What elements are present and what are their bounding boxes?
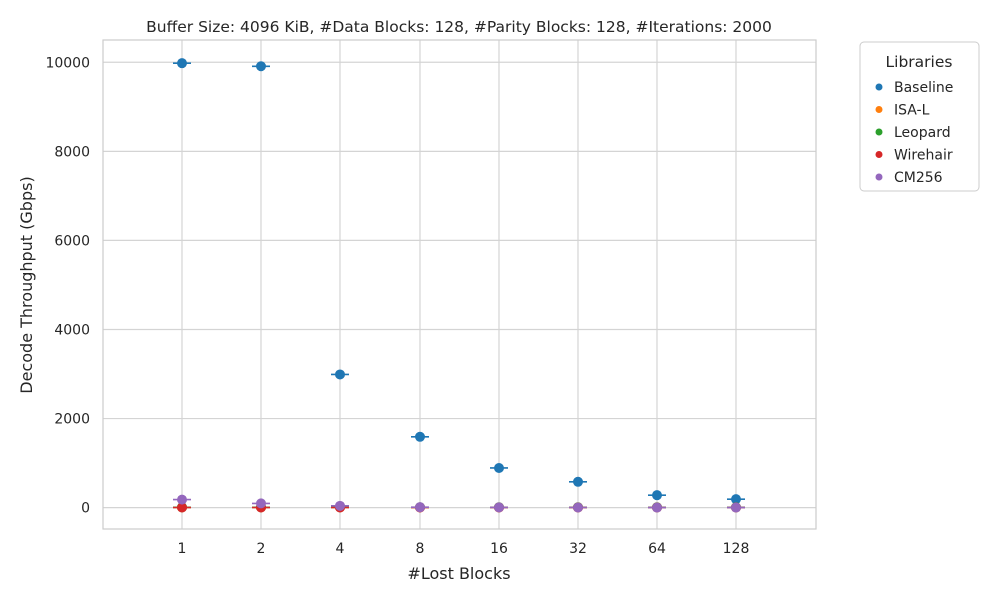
legend: Libraries Baseline ISA-L Leopard Wirehair CM… <box>859 41 980 192</box>
x-tick-label: 4 <box>336 541 345 557</box>
data-point <box>652 490 662 501</box>
legend-marker <box>875 151 883 158</box>
x-tick-label: 1 <box>178 541 187 557</box>
legend-label: Wirehair <box>894 148 953 164</box>
data-point <box>415 502 425 513</box>
x-tick-label: 8 <box>416 541 425 557</box>
legend-title: Libraries <box>886 53 953 71</box>
data-point <box>256 61 266 72</box>
legend-label: ISA-L <box>894 103 930 119</box>
data-point <box>177 494 187 505</box>
legend-label: CM256 <box>894 170 943 186</box>
y-tick-label: 4000 <box>54 322 90 338</box>
x-tick-label: 64 <box>648 541 666 557</box>
data-marks <box>173 58 745 513</box>
x-tick-label: 16 <box>490 541 508 557</box>
data-point <box>177 58 187 69</box>
y-tick-label: 2000 <box>54 412 90 428</box>
data-point <box>573 502 583 513</box>
data-point <box>335 369 345 380</box>
y-tick-label: 8000 <box>54 144 90 160</box>
data-point <box>652 502 662 513</box>
x-tick-labels: 1 2 4 8 16 32 64 128 <box>178 541 750 557</box>
data-point <box>494 502 504 513</box>
legend-label: Leopard <box>894 125 951 141</box>
legend-marker <box>875 128 883 136</box>
y-tick-label: 6000 <box>54 233 90 249</box>
x-axis-label: #Lost Blocks <box>407 564 510 583</box>
legend-marker <box>875 83 883 91</box>
grid <box>103 40 816 529</box>
chart-title: Buffer Size: 4096 KiB, #Data Blocks: 128… <box>146 18 772 36</box>
data-point <box>573 476 583 487</box>
legend-marker <box>875 173 883 181</box>
x-tick-label: 2 <box>257 541 266 557</box>
data-point <box>494 462 504 473</box>
y-tick-label: 10000 <box>45 55 90 71</box>
x-tick-label: 128 <box>723 541 750 557</box>
legend-label: Baseline <box>894 80 953 96</box>
legend-items: Baseline ISA-L Leopard Wirehair CM256 <box>875 80 953 186</box>
legend-marker <box>875 106 883 113</box>
y-axis-label: Decode Throughput (Gbps) <box>17 176 36 393</box>
data-point <box>335 500 345 511</box>
data-point <box>177 502 187 513</box>
data-point <box>415 431 425 442</box>
x-tick-label: 32 <box>569 541 587 557</box>
legend-item: ISA-L <box>875 103 930 119</box>
legend-item: Baseline <box>875 80 953 96</box>
legend-frame <box>859 41 980 192</box>
legend-item: Wirehair <box>875 148 953 164</box>
data-point <box>256 498 266 509</box>
legend-item: CM256 <box>875 170 943 186</box>
legend-item: Leopard <box>875 125 951 141</box>
y-tick-labels: 0 2000 4000 6000 8000 10000 <box>45 55 90 516</box>
data-point <box>731 502 741 513</box>
data-point <box>731 494 741 505</box>
plot-frame <box>102 39 817 530</box>
series-baseline <box>173 58 745 505</box>
series-cm256 <box>173 494 745 513</box>
y-tick-label: 0 <box>81 501 90 517</box>
